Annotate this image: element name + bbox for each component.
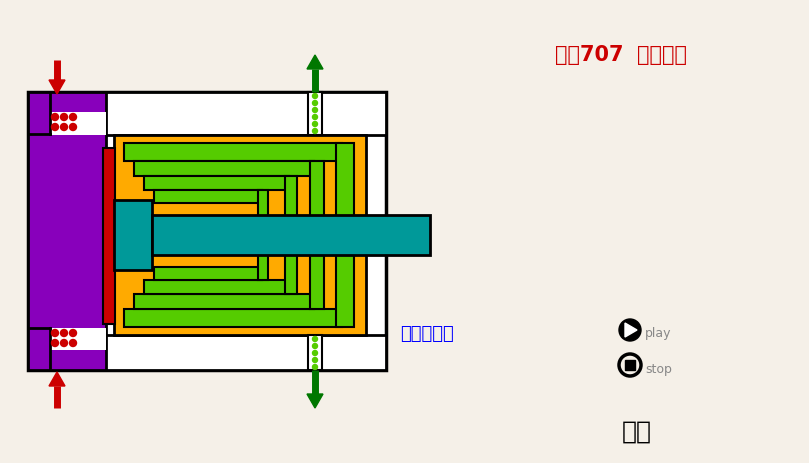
Circle shape	[61, 124, 67, 131]
Circle shape	[52, 124, 58, 131]
Text: stop: stop	[645, 363, 672, 375]
Polygon shape	[625, 323, 637, 337]
Circle shape	[312, 357, 317, 363]
Circle shape	[70, 339, 77, 346]
Bar	[114, 200, 152, 270]
Circle shape	[312, 100, 317, 106]
Bar	[28, 92, 386, 370]
Text: 第一级伸出: 第一级伸出	[400, 325, 454, 343]
Bar	[308, 92, 322, 135]
Circle shape	[70, 113, 77, 120]
Polygon shape	[307, 394, 323, 408]
Polygon shape	[307, 55, 323, 69]
Bar	[336, 143, 354, 327]
Circle shape	[61, 113, 67, 120]
Bar	[134, 294, 314, 309]
Text: 剪辑制作: 剪辑制作	[637, 45, 687, 65]
Bar	[134, 161, 314, 176]
Bar	[258, 190, 268, 280]
Circle shape	[52, 339, 58, 346]
Bar	[50, 328, 106, 350]
Text: play: play	[645, 327, 671, 340]
Bar	[144, 176, 289, 190]
Circle shape	[61, 330, 67, 337]
Bar	[152, 215, 430, 255]
Bar	[144, 280, 289, 294]
Bar	[310, 161, 324, 309]
Text: 收缩: 收缩	[622, 420, 652, 444]
Bar	[50, 112, 106, 135]
Circle shape	[312, 121, 317, 126]
Bar	[154, 190, 262, 203]
Bar	[28, 335, 386, 370]
Bar	[114, 135, 366, 335]
Bar	[28, 92, 106, 370]
Circle shape	[312, 114, 317, 119]
Circle shape	[619, 319, 641, 341]
Text: 化工707: 化工707	[555, 45, 624, 65]
Circle shape	[61, 339, 67, 346]
Bar	[285, 176, 297, 294]
Circle shape	[312, 337, 317, 342]
Circle shape	[70, 330, 77, 337]
Polygon shape	[49, 80, 65, 94]
Bar	[625, 360, 635, 370]
Polygon shape	[49, 372, 65, 386]
Circle shape	[312, 94, 317, 99]
Circle shape	[52, 113, 58, 120]
Circle shape	[52, 330, 58, 337]
Bar	[103, 148, 115, 324]
Circle shape	[312, 350, 317, 356]
Circle shape	[312, 129, 317, 133]
Circle shape	[312, 344, 317, 349]
Bar	[124, 143, 342, 161]
Circle shape	[312, 107, 317, 113]
Bar	[308, 335, 322, 370]
Bar	[124, 309, 342, 327]
Bar	[28, 92, 386, 135]
Circle shape	[312, 364, 317, 369]
Circle shape	[70, 124, 77, 131]
Bar	[154, 267, 262, 280]
